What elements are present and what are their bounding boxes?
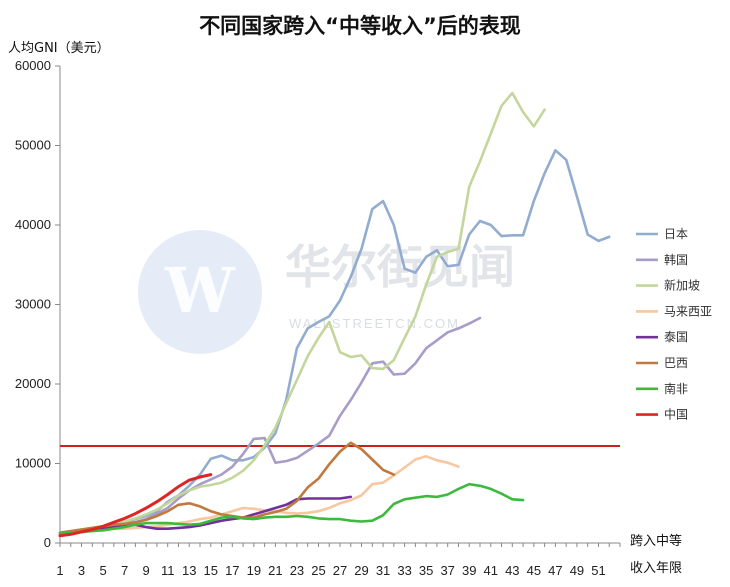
x-axis-label-line1: 跨入中等: [630, 533, 682, 549]
x-tick-label: 43: [505, 563, 519, 578]
x-tick-label: 41: [484, 563, 498, 578]
series-line-5: [58, 441, 396, 535]
x-tick-label: 19: [247, 563, 261, 578]
y-axis-label: 人均GNI（美元）: [8, 41, 110, 56]
x-tick-label: 33: [397, 563, 411, 578]
x-tick-label: 5: [99, 563, 106, 578]
series-layer: [58, 91, 611, 538]
y-tick-label: 50000: [15, 138, 51, 153]
legend-label: 新加坡: [664, 278, 700, 293]
x-tick-label: 9: [143, 563, 150, 578]
y-tick-label: 60000: [15, 58, 51, 73]
x-tick-label: 25: [311, 563, 325, 578]
x-tick-label: 31: [376, 563, 390, 578]
x-tick-label: 1: [56, 563, 63, 578]
x-tick-label: 37: [440, 563, 454, 578]
y-tick-label: 10000: [15, 456, 51, 471]
x-tick-label: 47: [548, 563, 562, 578]
x-tick-label: 23: [290, 563, 304, 578]
watermark-logo: [138, 230, 262, 354]
x-tick-label: 17: [225, 563, 239, 578]
x-tick-label: 3: [78, 563, 85, 578]
x-tick-label: 39: [462, 563, 476, 578]
series-line-2: [58, 91, 546, 535]
legend-label: 马来西亚: [664, 304, 712, 318]
x-tick-label: 15: [204, 563, 218, 578]
watermark: W 华尔街见闻 WALLSTREETCN.COM: [138, 230, 515, 354]
x-axis-label-line2: 收入年限: [630, 561, 682, 576]
x-tick-label: 21: [268, 563, 282, 578]
series-line-4: [58, 495, 353, 537]
y-tick-label: 20000: [15, 376, 51, 391]
series-line-6: [58, 482, 525, 535]
legend-label: 日本: [664, 227, 688, 241]
series-line-3: [58, 454, 460, 535]
series-line-7: [58, 473, 213, 538]
x-tick-label: 27: [333, 563, 347, 578]
y-tick-label: 0: [44, 535, 51, 550]
x-tick-label: 51: [591, 563, 605, 578]
x-tick-label: 7: [121, 563, 128, 578]
y-tick-label: 30000: [15, 297, 51, 312]
series-line-0: [58, 149, 611, 537]
watermark-logo-letter: W: [164, 254, 236, 327]
chart-title: 不同国家跨入“中等收入”后的表现: [199, 14, 521, 38]
x-tick-label: 49: [570, 563, 584, 578]
legend-label: 泰国: [664, 330, 688, 344]
x-tick-label: 45: [527, 563, 541, 578]
x-tick-label: 13: [182, 563, 196, 578]
legend-label: 韩国: [664, 252, 688, 267]
legend-label: 南非: [664, 381, 688, 396]
x-tick-label: 29: [354, 563, 368, 578]
x-tick-label: 35: [419, 563, 433, 578]
x-tick-label: 11: [161, 563, 175, 578]
legend-label: 中国: [664, 407, 688, 422]
y-tick-label: 40000: [15, 217, 51, 232]
legend-label: 巴西: [664, 356, 688, 370]
series-line-1: [58, 316, 482, 535]
